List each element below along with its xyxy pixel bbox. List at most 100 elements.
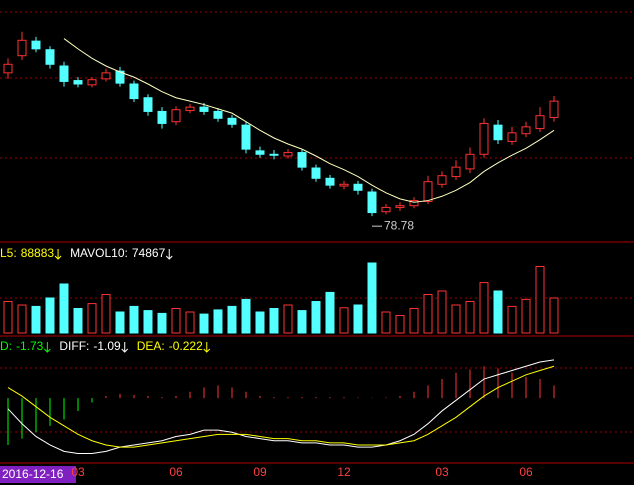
volume-bar <box>143 310 153 334</box>
indicator-header: DIFF: -1.09 <box>59 339 121 353</box>
candle-body <box>479 122 489 155</box>
arrow-icon <box>44 342 51 353</box>
candle-body <box>507 132 517 142</box>
x-tick-label: 03 <box>435 465 449 479</box>
volume-bar <box>339 307 349 334</box>
volume-bar <box>101 294 111 334</box>
candle-body <box>395 205 405 208</box>
candle-body <box>465 153 475 170</box>
candle-body <box>255 150 265 155</box>
candle-body <box>437 175 447 185</box>
arrow-icon <box>203 342 211 353</box>
volume-bar <box>59 283 69 334</box>
indicator-header: L5: 88883 <box>0 246 54 260</box>
x-tick-label: 06 <box>169 465 183 479</box>
candle-body <box>549 100 559 118</box>
header-value: 88883 <box>21 246 55 260</box>
volume-bar <box>283 304 293 334</box>
volume-bar <box>535 266 545 334</box>
volume-bar <box>171 308 181 334</box>
candle-body <box>269 153 279 156</box>
candle-body <box>157 110 167 124</box>
volume-bar <box>73 308 83 334</box>
volume-bar <box>213 309 223 334</box>
header-label: D: <box>0 339 12 353</box>
candle-body <box>17 39 27 57</box>
candle-body <box>283 152 293 157</box>
volume-bar <box>311 301 321 334</box>
candle-body <box>367 191 377 214</box>
volume-bar <box>549 297 559 334</box>
volume-bar <box>45 297 55 334</box>
volume-bar <box>269 308 279 334</box>
candle-body <box>493 124 503 141</box>
volume-bar <box>227 305 237 334</box>
candle-body <box>227 117 237 125</box>
candle-body <box>87 79 97 86</box>
candle-body <box>325 177 335 186</box>
header-value: -0.222 <box>169 339 203 353</box>
cursor-date: 2016-12-16 <box>2 467 64 481</box>
x-tick-label: 06 <box>519 465 533 479</box>
header-label: DIFF: <box>59 339 89 353</box>
volume-bar <box>297 310 307 334</box>
candle-body <box>535 115 545 130</box>
x-tick-label: 03 <box>71 465 85 479</box>
candle-body <box>115 70 125 84</box>
volume-bar <box>521 298 531 334</box>
candle-body <box>101 72 111 80</box>
volume-bar <box>129 305 139 334</box>
volume-bar <box>367 262 377 334</box>
volume-bar <box>3 301 13 334</box>
header-value: -1.09 <box>93 339 121 353</box>
candle-body <box>353 183 363 191</box>
date-box <box>0 466 76 483</box>
candle-body <box>213 110 223 119</box>
volume-bar <box>185 311 195 334</box>
macd-line <box>7 365 555 448</box>
volume-bar <box>451 304 461 334</box>
volume-bar <box>31 305 41 334</box>
candle-body <box>451 166 461 178</box>
candle-body <box>409 200 419 207</box>
candle-body <box>199 106 209 112</box>
indicator-header: D: -1.73 <box>0 339 44 353</box>
arrow-icon <box>165 249 173 260</box>
x-tick-label: 09 <box>253 465 267 479</box>
candle-body <box>45 49 55 65</box>
volume-bar <box>241 298 251 334</box>
annotation-label: 78.78 <box>384 218 414 232</box>
volume-bar <box>423 294 433 334</box>
header-label: DEA: <box>137 339 165 353</box>
volume-bar <box>437 290 447 334</box>
candle-body <box>521 126 531 135</box>
candle-body <box>171 109 181 123</box>
header-value: -1.73 <box>16 339 44 353</box>
header-label: L5: <box>0 246 17 260</box>
candle-body <box>73 80 83 85</box>
arrow-icon <box>121 342 129 353</box>
candle-body <box>241 124 251 150</box>
arrow-icon <box>54 249 62 260</box>
candle-body <box>339 183 349 187</box>
candle-body <box>59 65 69 82</box>
volume-bar <box>395 315 405 334</box>
macd-line <box>7 359 555 454</box>
candle-body <box>3 63 13 74</box>
volume-bar <box>157 312 167 334</box>
candle-body <box>423 181 433 202</box>
volume-bar <box>381 311 391 334</box>
volume-bar <box>255 311 265 334</box>
header-value: 74867 <box>132 246 166 260</box>
candle-body <box>31 40 41 50</box>
frame <box>0 11 634 433</box>
candle-body <box>185 106 195 112</box>
candle-body <box>297 152 307 168</box>
volume-bar <box>493 290 503 334</box>
volume-bar <box>479 282 489 334</box>
volume-bar <box>353 304 363 334</box>
moving-average <box>63 38 555 203</box>
x-tick-label: 12 <box>337 465 351 479</box>
header-label: MAVOL10: <box>70 246 128 260</box>
